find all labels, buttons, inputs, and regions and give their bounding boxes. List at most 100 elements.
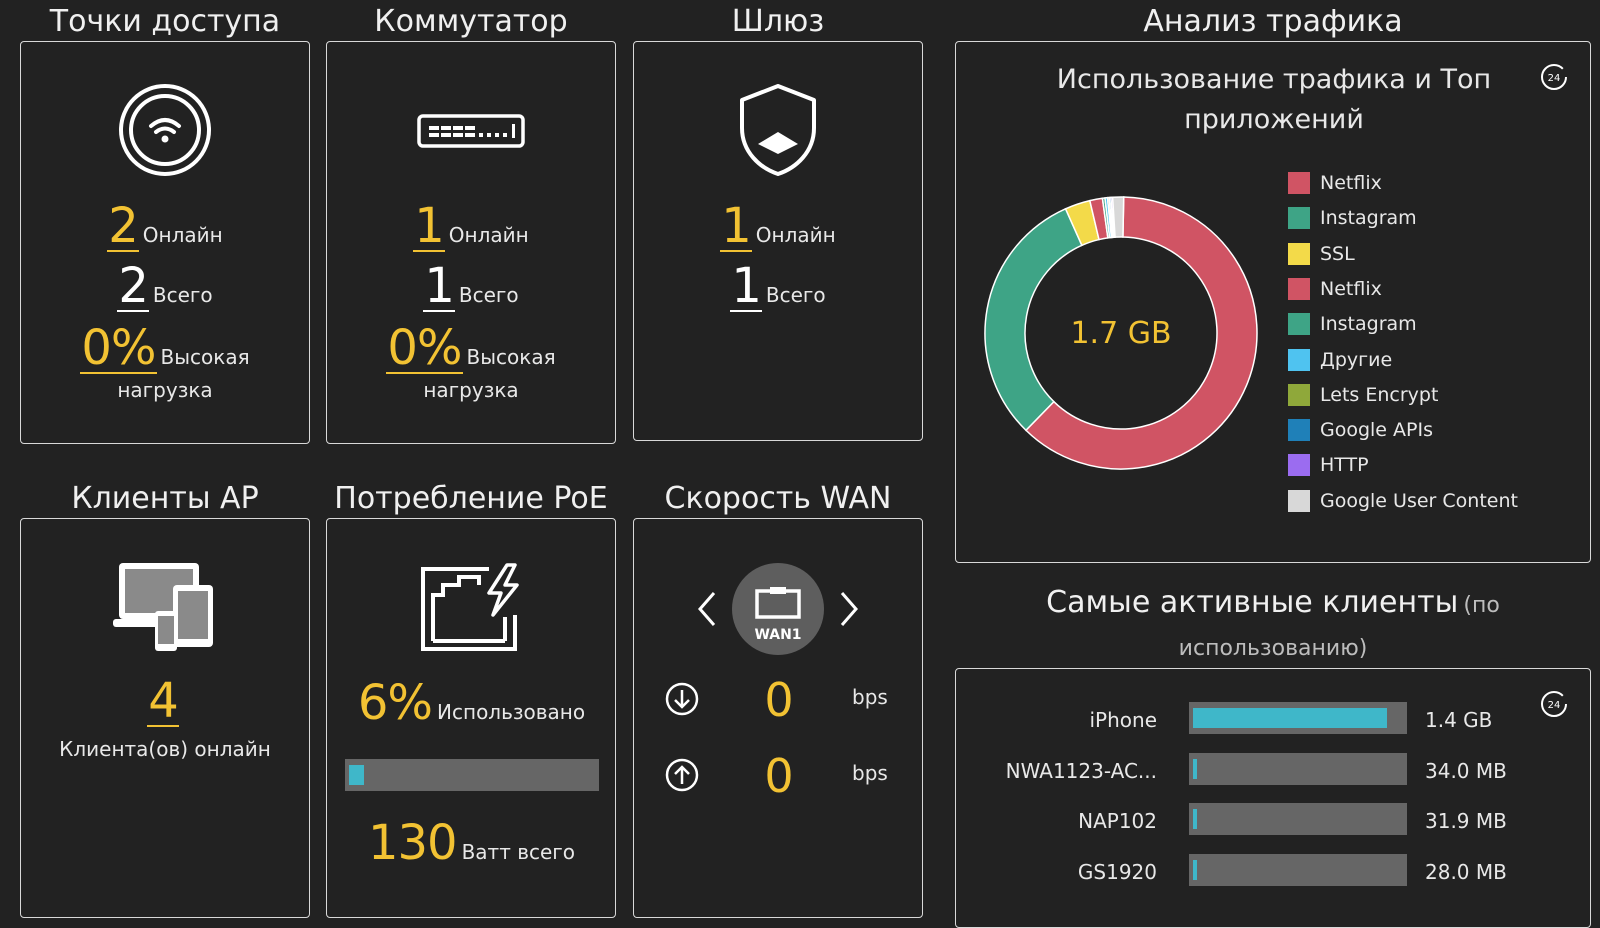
- legend-item[interactable]: Lets Encrypt: [1288, 382, 1438, 408]
- traffic-panel[interactable]: Использование трафика и Топ приложений 2…: [955, 41, 1591, 563]
- client-usage-value: 31.9 MB: [1425, 809, 1507, 833]
- legend-label: SSL: [1320, 242, 1355, 265]
- traffic-donut-chart: [984, 196, 1258, 470]
- donut-center-label: 1.7 GB: [1070, 316, 1172, 351]
- legend-swatch: [1288, 454, 1310, 477]
- ap-load-stat: 0% Высокая: [21, 324, 309, 374]
- legend-swatch: [1288, 277, 1310, 300]
- legend-item[interactable]: Instagram: [1288, 311, 1417, 337]
- gateway-panel[interactable]: 1 Онлайн 1 Всего: [633, 41, 923, 441]
- client-name: NWA1123-AC...: [1005, 758, 1157, 783]
- legend-item[interactable]: Netflix: [1288, 170, 1382, 196]
- client-usage-bar: [1189, 702, 1407, 734]
- gateway-online-count: 1: [720, 198, 752, 254]
- poe-used-label: Использовано: [437, 700, 586, 724]
- client-usage-bar-fill: [1193, 809, 1198, 829]
- client-usage-bar: [1189, 853, 1407, 886]
- legend-item[interactable]: Google APIs: [1288, 417, 1433, 443]
- ap-load-percent: 0%: [80, 320, 157, 376]
- client-usage-bar: [1189, 803, 1407, 835]
- switch-load-stat: 0% Высокая: [327, 324, 615, 374]
- legend-label: Netflix: [1320, 172, 1382, 194]
- ap-total-count: 2: [117, 258, 149, 314]
- ap-load-label-2: нагрузка: [117, 378, 213, 402]
- poe-panel[interactable]: 6% Использовано 130 Ватт всего: [326, 518, 616, 918]
- switch-total-label: Всего: [458, 283, 519, 307]
- legend-label: Instagram: [1320, 207, 1417, 230]
- client-row[interactable]: iPhone 1.4 GB: [957, 702, 1577, 736]
- refresh-24h-icon[interactable]: 24: [1539, 62, 1569, 92]
- switch-total-stat: 1 Всего: [327, 262, 615, 312]
- ap-total-label: Всего: [152, 283, 213, 307]
- legend-item[interactable]: Google User Content: [1288, 488, 1518, 514]
- wan-up-unit: bps: [852, 761, 888, 785]
- switch-load-percent: 0%: [386, 320, 463, 376]
- switch-panel[interactable]: 1 Онлайн 1 Всего 0% Высокая нагрузка: [326, 41, 616, 444]
- wan-next-button[interactable]: [834, 589, 862, 629]
- svg-text:24: 24: [1548, 73, 1561, 84]
- legend-swatch: [1288, 383, 1310, 406]
- donut-slice-0[interactable]: [1024, 196, 1258, 470]
- ap-clients-panel[interactable]: 4 Клиента(ов) онлайн: [20, 518, 310, 918]
- ap-clients-label: Клиента(ов) онлайн: [59, 737, 271, 761]
- legend-item[interactable]: Netflix: [1288, 276, 1382, 302]
- legend-swatch: [1288, 489, 1310, 512]
- client-usage-bar: [1189, 752, 1407, 785]
- gateway-online-label: Онлайн: [755, 223, 836, 247]
- legend-swatch: [1288, 207, 1310, 230]
- legend-item[interactable]: SSL: [1288, 241, 1355, 267]
- legend-item[interactable]: HTTP: [1288, 452, 1369, 478]
- wan-down-unit: bps: [852, 685, 888, 709]
- client-name: iPhone: [1089, 708, 1157, 732]
- client-usage-bar-fill: [1193, 708, 1387, 728]
- legend-swatch: [1288, 313, 1310, 336]
- wan-up-value: 0: [764, 749, 794, 803]
- wan-speed-panel[interactable]: WAN1 0 bps 0 bps: [633, 518, 923, 918]
- top-clients-title: Самые активные клиенты: [1046, 585, 1459, 620]
- wan-port-badge[interactable]: WAN1: [732, 563, 824, 655]
- client-row[interactable]: GS1920 28.0 MB: [957, 853, 1577, 888]
- top-clients-title-suffix: (по: [1463, 593, 1500, 618]
- switch-online-label: Онлайн: [448, 223, 529, 247]
- legend-label: Instagram: [1320, 313, 1417, 336]
- switch-load-label: Высокая: [466, 345, 556, 369]
- legend-swatch: [1288, 172, 1310, 194]
- traffic-chart-title-line-1: Использование трафика и Топ: [1056, 64, 1492, 95]
- legend-item[interactable]: Instagram: [1288, 205, 1417, 231]
- poe-port-icon: [419, 563, 527, 653]
- access-points-title: Точки доступа: [49, 4, 281, 39]
- client-row[interactable]: NWA1123-AC... 34.0 MB: [957, 752, 1577, 787]
- legend-swatch: [1288, 242, 1310, 265]
- ap-online-stat: 2 Онлайн: [21, 202, 309, 252]
- wifi-icon: [117, 82, 213, 178]
- switch-total-count: 1: [423, 258, 455, 314]
- refresh-24h-icon[interactable]: 24: [1539, 689, 1569, 719]
- gateway-total-count: 1: [730, 258, 762, 314]
- client-row[interactable]: NAP102 31.9 MB: [957, 803, 1577, 837]
- legend-swatch: [1288, 419, 1310, 442]
- download-arrow-icon: [664, 681, 700, 717]
- shield-icon: [736, 82, 820, 178]
- upload-arrow-icon: [664, 757, 700, 793]
- traffic-chart-title: Использование трафика и Топ приложений: [956, 60, 1592, 140]
- top-clients-heading: Самые активные клиенты (по использованию…: [955, 580, 1591, 668]
- donut-slice-9[interactable]: [1111, 196, 1125, 238]
- switch-online-count: 1: [413, 198, 445, 254]
- poe-total-label: Ватт всего: [461, 840, 576, 864]
- ap-online-label: Онлайн: [142, 223, 223, 247]
- legend-label: Google APIs: [1320, 419, 1433, 442]
- legend-label: Другие: [1320, 348, 1393, 371]
- switch-title: Коммутатор: [374, 4, 568, 39]
- client-usage-value: 34.0 MB: [1425, 758, 1507, 783]
- donut-slice-1[interactable]: [984, 207, 1083, 432]
- gateway-total-stat: 1 Всего: [634, 262, 922, 312]
- access-points-panel[interactable]: 2 Онлайн 2 Всего 0% Высокая нагрузка: [20, 41, 310, 444]
- switch-icon: [417, 112, 525, 152]
- ap-load-label: Высокая: [160, 345, 250, 369]
- traffic-section-title: Анализ трафика: [1143, 4, 1403, 39]
- legend-label: Netflix: [1320, 277, 1382, 300]
- legend-item[interactable]: Другие: [1288, 347, 1392, 373]
- ap-total-stat: 2 Всего: [21, 262, 309, 312]
- wan-prev-button[interactable]: [694, 589, 722, 629]
- gateway-total-label: Всего: [765, 283, 826, 307]
